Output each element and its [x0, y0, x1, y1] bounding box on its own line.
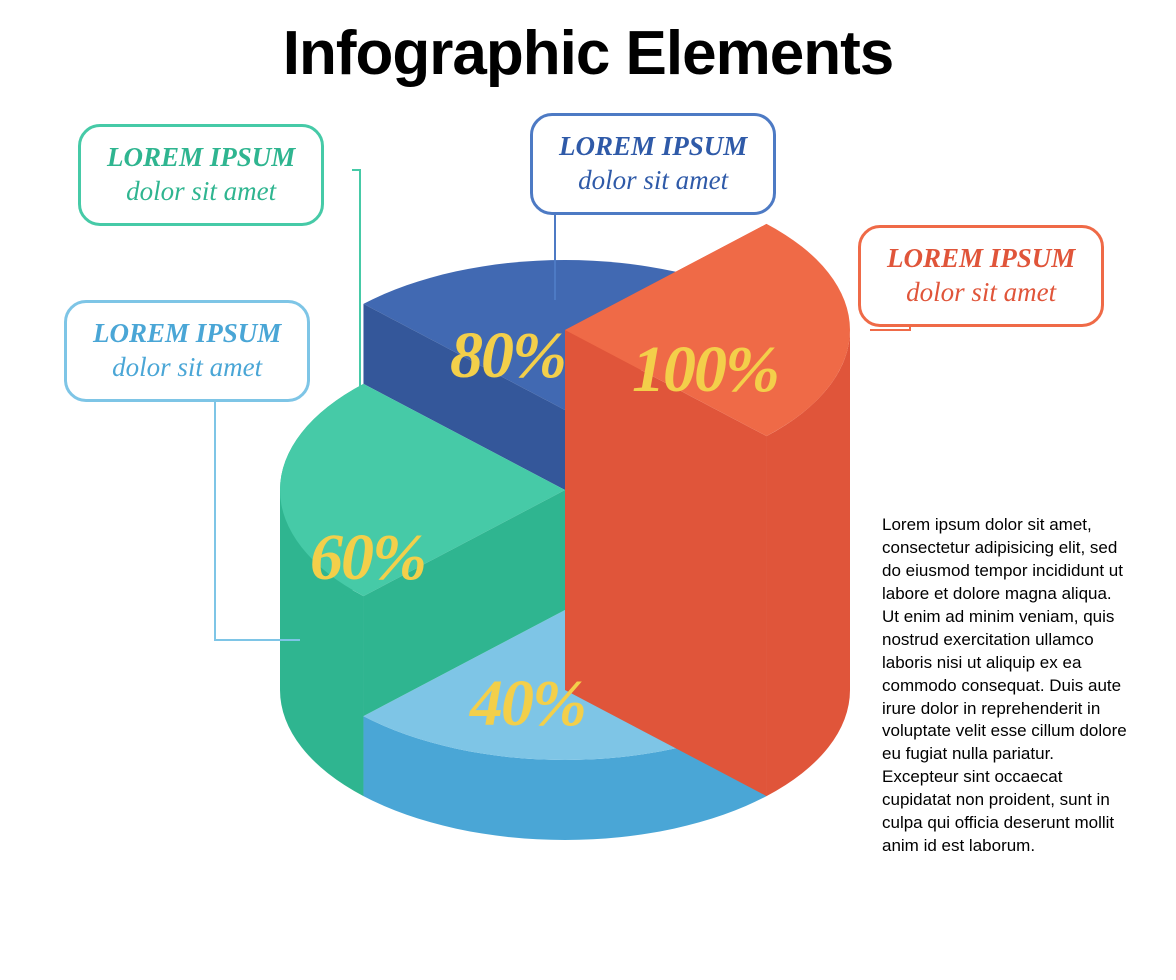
callout-sky-sub: dolor sit amet [93, 351, 281, 385]
callout-blue: LOREM IPSUM dolor sit amet [530, 113, 776, 215]
callout-orange: LOREM IPSUM dolor sit amet [858, 225, 1104, 327]
callout-teal-title: LOREM IPSUM [107, 141, 295, 175]
callout-sky-title: LOREM IPSUM [93, 317, 281, 351]
callout-orange-title: LOREM IPSUM [887, 242, 1075, 276]
body-paragraph: Lorem ipsum dolor sit amet, consectetur … [882, 514, 1132, 858]
callout-sky: LOREM IPSUM dolor sit amet [64, 300, 310, 402]
callout-orange-sub: dolor sit amet [887, 276, 1075, 310]
callout-blue-title: LOREM IPSUM [559, 130, 747, 164]
callout-teal: LOREM IPSUM dolor sit amet [78, 124, 324, 226]
callout-blue-sub: dolor sit amet [559, 164, 747, 198]
callout-teal-sub: dolor sit amet [107, 175, 295, 209]
